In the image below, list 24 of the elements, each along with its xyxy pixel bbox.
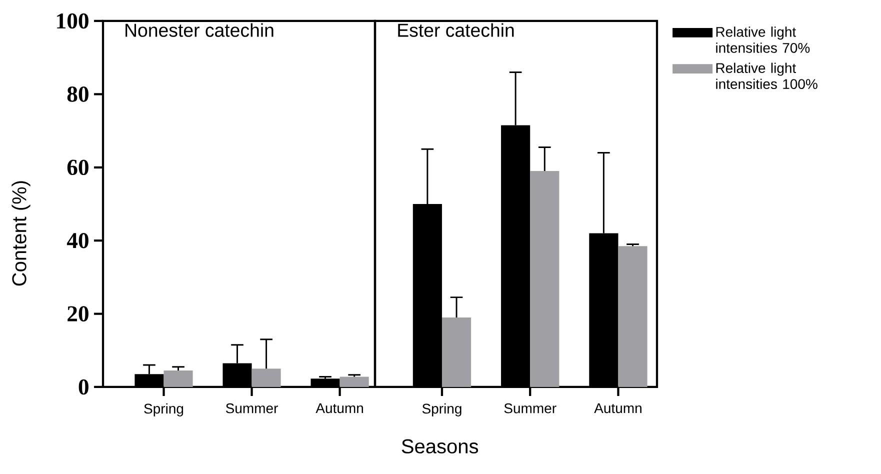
y-tick-label: 20 (68, 306, 88, 322)
y-tick-label: 60 (67, 160, 88, 176)
legend-label: Relative light intensities 70% (716, 26, 810, 53)
bar (252, 368, 281, 387)
bar (530, 171, 560, 387)
x-tick-label: Summer (226, 403, 278, 414)
x-axis-title: Seasons (402, 439, 478, 454)
y-tick-label: 40 (66, 232, 88, 248)
x-tick-label: Autumn (316, 403, 364, 414)
bar (164, 370, 193, 387)
x-tick-label: Autumn (594, 403, 642, 414)
bar (340, 376, 369, 387)
chart-title: Nonester catechin (126, 23, 274, 37)
chart-title: Ester catechin (398, 23, 514, 37)
y-tick-label: 80 (67, 86, 88, 102)
x-tick-label: Summer (504, 403, 556, 414)
bar (618, 246, 648, 387)
x-tick-label: Spring (144, 403, 184, 416)
bar (442, 317, 472, 387)
y-tick-label: 100 (57, 13, 88, 29)
y-tick-label: 0 (78, 379, 88, 395)
x-tick-label: Spring (422, 403, 462, 416)
legend-label: Relative light intensities 100% (716, 62, 818, 90)
y-axis-title: Content (%) (12, 181, 30, 286)
